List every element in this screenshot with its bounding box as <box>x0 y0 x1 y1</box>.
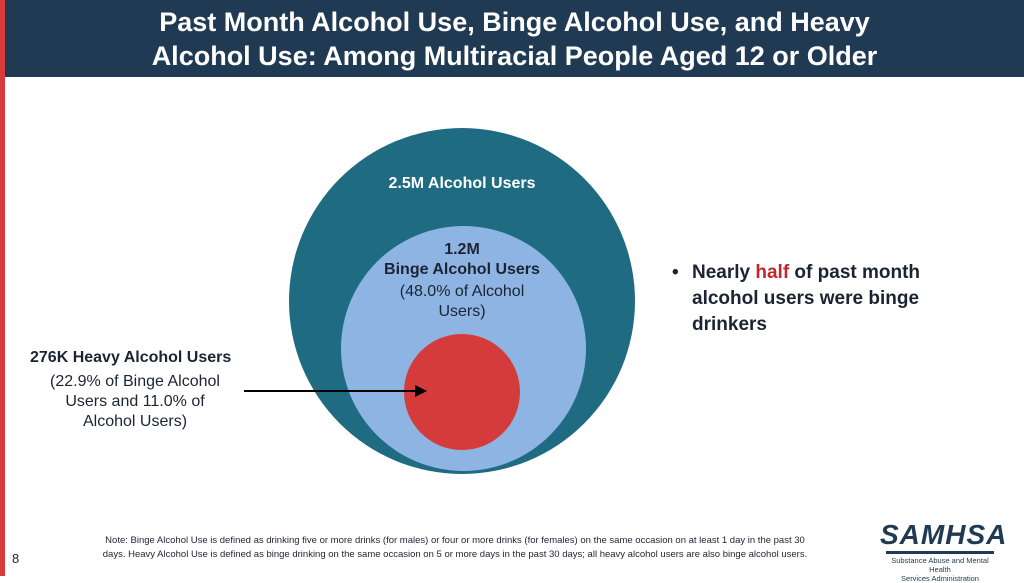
binge-users-percent: (48.0% of Alcohol Users) <box>384 282 540 322</box>
bullet-text-before: Nearly <box>692 262 756 283</box>
pointer-arrow <box>244 385 427 397</box>
heavy-percent-line-3: Alcohol Users) <box>82 413 188 430</box>
title-line-2: Alcohol Use: Among Multiracial People Ag… <box>151 40 878 71</box>
bullet-text: Nearly half of past month alcohol users … <box>692 260 962 338</box>
heavy-users-percent: (22.9% of Binge Alcohol Users and 11.0% … <box>40 372 230 432</box>
samhsa-logo: SAMHSA Substance Abuse and Mental Health… <box>880 519 1008 583</box>
heavy-users-title: 276K Heavy Alcohol Users <box>30 349 232 366</box>
binge-percent-line-1: (48.0% of Alcohol <box>399 283 525 300</box>
accent-bar <box>0 0 5 576</box>
page-number: 8 <box>12 551 20 566</box>
key-finding-bullet: • Nearly half of past month alcohol user… <box>672 260 962 338</box>
binge-percent-line-2: Users) <box>438 303 486 320</box>
title-line-1: Past Month Alcohol Use, Binge Alcohol Us… <box>159 6 870 37</box>
heavy-percent-line-2: Users and 11.0% of <box>65 393 205 410</box>
heavy-percent-line-1: (22.9% of Binge Alcohol <box>50 373 220 390</box>
slide-header: Past Month Alcohol Use, Binge Alcohol Us… <box>5 0 1024 77</box>
logo-subtitle-line-1: Substance Abuse and Mental Health <box>891 556 989 574</box>
bullet-highlight: half <box>755 262 790 283</box>
logo-subtitle-line-2: Services Administration <box>901 574 979 583</box>
footnote-line-2: days. Heavy Alcohol Use is defined as bi… <box>102 549 808 560</box>
logo-wordmark: SAMHSA <box>880 519 1008 550</box>
binge-users-label: Binge Alcohol Users <box>384 261 540 278</box>
footnote: Note: Binge Alcohol Use is defined as dr… <box>50 534 860 562</box>
logo-underline <box>886 551 994 554</box>
bullet-text-after: of past month alcohol users were binge d… <box>692 262 921 335</box>
alcohol-users-label: 2.5M Alcohol Users <box>388 175 536 192</box>
footnote-line-1: Note: Binge Alcohol Use is defined as dr… <box>105 535 805 546</box>
bullet-dot: • <box>672 262 679 283</box>
binge-users-count: 1.2M <box>444 241 480 258</box>
